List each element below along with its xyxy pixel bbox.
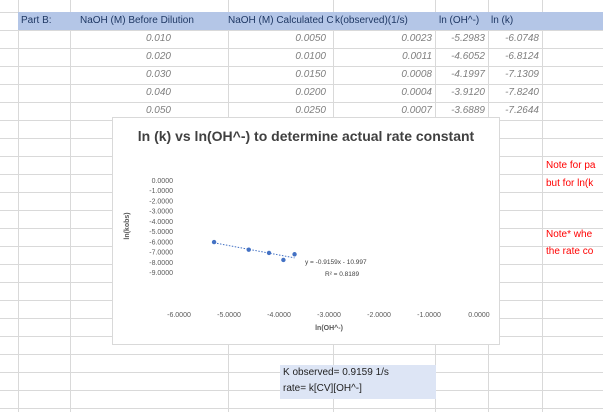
cell-ln-oh-4[interactable]: -3.9120 (451, 87, 485, 98)
header-naoh-before[interactable]: NaOH (M) Before Dilution (70, 12, 228, 30)
chart-area[interactable]: ln (k) vs ln(OH^-) to determine actual r… (112, 117, 500, 345)
data-point (266, 250, 272, 256)
cell-ln-oh-2[interactable]: -4.6052 (451, 51, 485, 62)
y-tick-label: -2.0000 (149, 198, 173, 205)
data-point (281, 257, 286, 263)
cell-naoh-before-5[interactable]: 0.050 (145, 105, 171, 116)
note-4[interactable]: the rate co (546, 246, 594, 257)
chart-title: ln (k) vs ln(OH^-) to determine actual r… (137, 128, 475, 144)
y-tick-label: -6.0000 (149, 239, 173, 246)
header-empty[interactable] (542, 12, 603, 30)
data-point (292, 252, 297, 257)
y-axis-label: ln(kobs) (124, 212, 131, 239)
cell-k-obs-4[interactable]: 0.0004 (401, 87, 432, 98)
cell-ln-oh-3[interactable]: -4.1997 (451, 69, 485, 80)
note-2[interactable]: but for ln(k (546, 178, 594, 189)
y-tick-label: -3.0000 (149, 209, 173, 216)
x-tick-label: 0.0000 (468, 312, 490, 319)
cell-naoh-calc-2[interactable]: 0.0100 (295, 51, 326, 62)
cell-naoh-calc-3[interactable]: 0.0150 (295, 69, 326, 80)
section-label[interactable]: Part B: (18, 12, 70, 30)
x-tick-label: -4.0000 (267, 312, 291, 319)
y-tick-label: -9.0000 (149, 270, 173, 277)
y-tick-label: -5.0000 (149, 229, 173, 236)
cell-ln-oh-1[interactable]: -5.2983 (451, 33, 485, 44)
header-k-observed[interactable]: k(observed)(1/s) (333, 12, 435, 30)
cell-k-obs-3[interactable]: 0.0008 (401, 69, 432, 80)
trendline-equation: y = -0.9159x - 10.997 (305, 259, 367, 266)
header-naoh-calculated[interactable]: NaOH (M) Calculated Column' (228, 12, 333, 30)
cell-ln-k-3[interactable]: -7.1309 (505, 69, 539, 80)
y-tick-label: -8.0000 (149, 260, 173, 267)
note-3[interactable]: Note* whe (546, 229, 593, 240)
trendline (213, 242, 295, 259)
cell-ln-k-5[interactable]: -7.2644 (505, 105, 539, 116)
k-observed-box[interactable]: K observed= 0.9159 1/s rate= k[CV][OH^-] (280, 365, 436, 399)
cell-ln-k-1[interactable]: -6.0748 (505, 33, 539, 44)
header-ln-oh[interactable]: ln (OH^-) (435, 12, 488, 30)
cell-k-obs-2[interactable]: 0.0011 (402, 51, 432, 62)
r-squared-label: R² = 0.8189 (325, 271, 360, 278)
cell-ln-k-4[interactable]: -7.8240 (505, 87, 539, 98)
x-axis-label: ln(OH^-) (315, 324, 343, 332)
y-tick-label: -7.0000 (149, 250, 173, 257)
k-observed-text: K observed= 0.9159 1/s (283, 367, 389, 378)
x-tick-label: -5.0000 (217, 312, 241, 319)
cell-naoh-before-4[interactable]: 0.040 (145, 87, 171, 98)
data-point (246, 247, 251, 252)
cell-naoh-calc-5[interactable]: 0.0250 (295, 105, 326, 116)
cell-naoh-before-2[interactable]: 0.020 (145, 51, 171, 62)
cell-ln-k-2[interactable]: -6.8124 (505, 51, 539, 62)
cell-ln-oh-5[interactable]: -3.6889 (451, 105, 485, 116)
y-tick-label: 0.0000 (152, 178, 174, 185)
x-tick-label: -2.0000 (367, 312, 391, 319)
scatter-plot: 0.0000 -1.0000 -2.0000 -3.0000 -4.0000 -5.000… (124, 178, 490, 332)
y-tick-label: -4.0000 (149, 219, 173, 226)
header-ln-k[interactable]: ln (k) (488, 12, 542, 30)
cell-k-obs-1[interactable]: 0.0023 (401, 33, 432, 44)
cell-naoh-calc-1[interactable]: 0.0050 (295, 33, 326, 44)
cell-naoh-before-3[interactable]: 0.030 (145, 69, 171, 80)
cell-k-obs-5[interactable]: 0.0007 (401, 105, 432, 116)
cell-naoh-calc-4[interactable]: 0.0200 (295, 87, 326, 98)
data-point (211, 239, 217, 245)
x-tick-label: -3.0000 (317, 312, 341, 319)
cell-naoh-before-1[interactable]: 0.010 (145, 33, 171, 44)
y-tick-label: -1.0000 (149, 188, 173, 195)
x-tick-label: -6.0000 (167, 312, 191, 319)
rate-equation-text: rate= k[CV][OH^-] (283, 383, 362, 394)
note-1[interactable]: Note for pa (546, 160, 596, 171)
x-tick-label: -1.0000 (417, 312, 441, 319)
